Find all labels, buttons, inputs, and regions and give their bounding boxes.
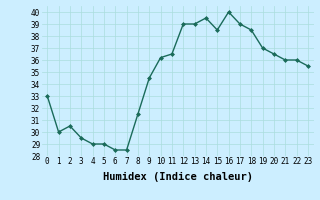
X-axis label: Humidex (Indice chaleur): Humidex (Indice chaleur)	[103, 172, 252, 182]
